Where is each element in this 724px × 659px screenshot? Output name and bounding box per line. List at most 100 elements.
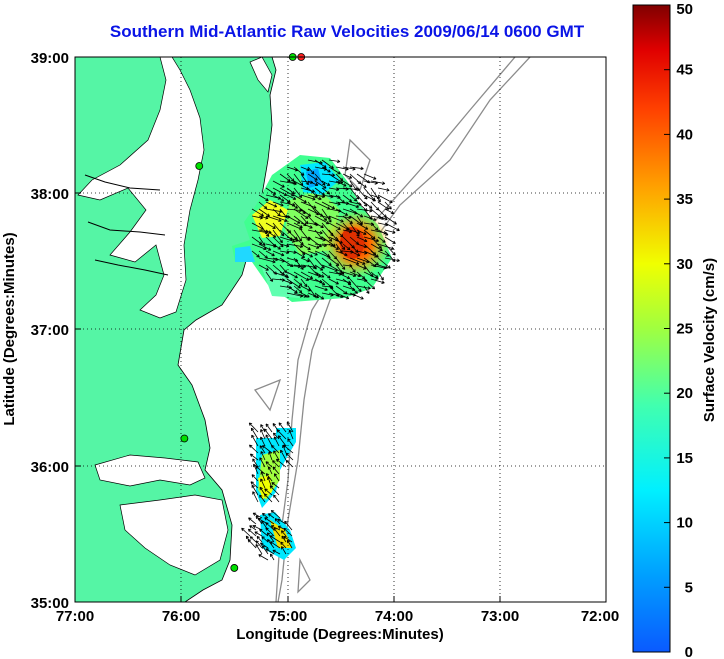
velocity-arrow bbox=[283, 536, 293, 543]
velocity-arrow bbox=[286, 173, 295, 182]
velocity-arrow bbox=[262, 512, 269, 519]
velocity-arrow bbox=[349, 250, 361, 257]
velocity-arrow bbox=[377, 243, 395, 250]
velocity-arrow bbox=[349, 292, 364, 300]
velocity-arrow bbox=[300, 271, 314, 279]
y-tick-label: 39:00 bbox=[31, 50, 69, 67]
velocity-arrow bbox=[249, 444, 259, 454]
velocity-arrow bbox=[273, 450, 280, 461]
colorbar bbox=[632, 4, 671, 653]
velocity-arrow bbox=[255, 465, 266, 475]
velocity-arrow bbox=[265, 434, 273, 447]
velocity-arrow bbox=[307, 180, 319, 186]
velocity-arrow bbox=[286, 180, 297, 185]
velocity-arrow bbox=[279, 264, 288, 274]
velocity-arrow bbox=[377, 215, 388, 221]
velocity-arrow bbox=[264, 488, 273, 496]
velocity-arrow bbox=[259, 486, 266, 496]
velocity-arrow bbox=[335, 236, 346, 251]
colorbar-tick-label: 30 bbox=[676, 256, 693, 273]
velocity-arrow bbox=[271, 445, 280, 454]
velocity-arrow bbox=[377, 201, 390, 210]
velocity-arrow bbox=[370, 243, 383, 252]
velocity-arrow bbox=[342, 222, 350, 231]
velocity-arrow bbox=[286, 285, 298, 294]
velocity-arrow bbox=[356, 264, 367, 270]
velocity-arrow bbox=[258, 194, 269, 202]
velocity-arrow bbox=[265, 423, 273, 433]
velocity-arrow bbox=[259, 494, 266, 503]
map-grid bbox=[75, 57, 606, 602]
velocity-arrow bbox=[342, 271, 357, 278]
velocity-arrow bbox=[260, 478, 266, 489]
velocity-arrow bbox=[251, 434, 259, 447]
colorbar-tick-label: 50 bbox=[676, 1, 693, 18]
velocity-arrow bbox=[349, 222, 360, 237]
velocity-arrow bbox=[265, 201, 278, 208]
velocity-arrow bbox=[265, 271, 274, 282]
velocity-arrow bbox=[260, 471, 266, 482]
velocity-arrow bbox=[307, 292, 320, 299]
velocity-arrow bbox=[279, 271, 289, 278]
velocity-arrow bbox=[280, 449, 287, 461]
velocity-arrow bbox=[300, 166, 310, 172]
x-axis-title: Longitude (Degrees:Minutes) bbox=[236, 626, 444, 643]
colorbar-tick-label: 35 bbox=[676, 191, 693, 208]
hf-radar-sites bbox=[180, 53, 306, 572]
velocity-arrow bbox=[259, 542, 269, 549]
colorbar-tick-label: 40 bbox=[676, 126, 693, 143]
velocity-arrow bbox=[321, 271, 331, 279]
velocity-arrow bbox=[250, 427, 259, 440]
colorbar-tick-label: 10 bbox=[676, 515, 693, 532]
velocity-arrow bbox=[293, 222, 303, 228]
x-tick-label: 75:00 bbox=[269, 608, 307, 625]
velocity-arrow bbox=[363, 201, 373, 209]
velocity-arrow bbox=[300, 250, 314, 258]
velocity-arrow bbox=[251, 243, 267, 251]
velocity-arrow bbox=[247, 539, 257, 549]
velocity-arrow bbox=[384, 243, 396, 256]
velocity-arrow bbox=[255, 543, 263, 555]
velocity-arrow bbox=[356, 236, 368, 243]
x-tick-label: 76:00 bbox=[162, 608, 200, 625]
velocity-arrow bbox=[314, 208, 328, 221]
velocity-arrow bbox=[264, 517, 275, 525]
velocity-arrow bbox=[370, 250, 379, 258]
velocity-arrow bbox=[384, 208, 395, 215]
velocity-arrow bbox=[270, 525, 281, 531]
velocity-arrow bbox=[264, 493, 273, 503]
colorbar-tick-label: 0 bbox=[685, 644, 693, 659]
velocity-arrow bbox=[328, 159, 341, 164]
velocity-arrow bbox=[349, 180, 358, 191]
velocity-arrow bbox=[293, 271, 310, 281]
velocity-arrow bbox=[272, 180, 285, 188]
velocity-arrow bbox=[255, 540, 263, 549]
radar-site-marker bbox=[180, 434, 189, 443]
velocity-arrow bbox=[349, 229, 361, 235]
velocity-arrow bbox=[356, 271, 366, 280]
velocity-arrow bbox=[267, 513, 275, 519]
velocity-arrow bbox=[377, 264, 389, 269]
velocity-arrow bbox=[251, 474, 259, 482]
velocity-arrow bbox=[260, 429, 266, 440]
velocity-arrow bbox=[349, 166, 364, 171]
velocity-arrow bbox=[252, 463, 259, 475]
velocity-arrow bbox=[335, 243, 343, 254]
velocity-arrow bbox=[263, 428, 273, 440]
velocity-arrow bbox=[241, 527, 251, 537]
velocity-arrow bbox=[321, 166, 331, 173]
velocity-arrow bbox=[328, 243, 339, 250]
velocity-arrow bbox=[314, 278, 326, 286]
velocity-arrow bbox=[286, 215, 301, 224]
velocity-arrow bbox=[261, 545, 269, 555]
velocity-arrow bbox=[258, 215, 269, 220]
velocity-arrow bbox=[288, 429, 294, 440]
y-tick-label: 37:00 bbox=[31, 322, 69, 339]
velocity-arrow bbox=[300, 243, 311, 251]
velocity-arrow bbox=[314, 215, 330, 225]
velocity-arrow bbox=[273, 494, 280, 503]
velocity-arrow bbox=[342, 201, 360, 209]
velocity-arrow bbox=[272, 460, 280, 468]
velocity-arrow bbox=[356, 222, 369, 230]
